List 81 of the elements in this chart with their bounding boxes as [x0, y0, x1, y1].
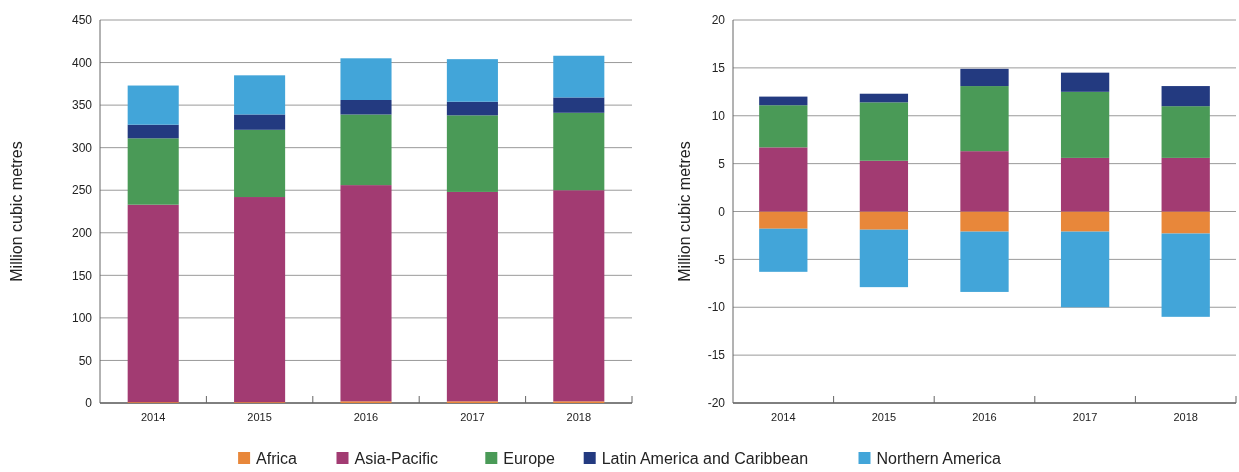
y-tick-label: 350	[71, 98, 93, 113]
bar	[234, 75, 286, 115]
bar	[1161, 211, 1210, 234]
bar	[759, 105, 808, 148]
bar	[960, 211, 1009, 232]
bar	[1060, 231, 1110, 308]
y-tick-label: -10	[707, 300, 726, 315]
y-tick-label: -20	[707, 396, 726, 411]
bar	[960, 86, 1009, 152]
bar	[553, 97, 605, 113]
legend-label: Northern America	[876, 449, 1002, 467]
bar	[859, 102, 909, 161]
y-tick-label: 50	[78, 353, 93, 368]
bar	[1060, 91, 1110, 158]
bar	[1060, 72, 1110, 92]
y-tick-label: 100	[71, 311, 93, 326]
bar	[234, 114, 286, 130]
x-tick-label: 2016	[353, 411, 379, 423]
bar	[859, 211, 909, 230]
x-tick-label: 2015	[247, 411, 272, 423]
bar	[127, 124, 179, 139]
x-tick-label: 2017	[460, 411, 485, 423]
y-tick-label: -5	[714, 252, 726, 267]
bar	[960, 151, 1009, 212]
bar	[1161, 233, 1210, 317]
bar	[340, 114, 392, 186]
y-tick-label: 200	[71, 225, 93, 240]
bar	[759, 228, 808, 272]
bar	[127, 138, 179, 205]
bar	[553, 190, 605, 402]
bar	[759, 96, 808, 106]
x-tick-label: 2016	[972, 411, 997, 423]
bar	[446, 115, 498, 192]
bar	[340, 100, 392, 115]
x-tick-label: 2018	[1173, 411, 1198, 423]
bar	[127, 85, 179, 125]
x-tick-label: 2015	[871, 411, 897, 423]
bar	[234, 129, 286, 198]
y-tick-label: 5	[718, 156, 726, 171]
bar	[1161, 86, 1210, 107]
y-tick-label: 150	[71, 268, 93, 283]
y-tick-label: 15	[711, 61, 726, 76]
legend-label: Europe	[503, 449, 555, 467]
y-axis-title: Million cubic metres	[8, 141, 25, 282]
bar	[1060, 157, 1110, 212]
bar	[759, 211, 808, 229]
bar	[340, 185, 392, 402]
bar	[340, 58, 392, 100]
bar	[553, 112, 605, 191]
legend-label: Asia-Pacific	[354, 449, 439, 467]
bar	[446, 101, 498, 116]
y-axis-title: Million cubic metres	[676, 141, 693, 282]
bar	[1161, 106, 1210, 158]
y-tick-label: 450	[71, 13, 93, 28]
y-tick-label: 0	[718, 204, 726, 219]
x-tick-label: 2014	[771, 411, 796, 423]
bar	[234, 197, 286, 403]
bar	[859, 93, 909, 103]
x-tick-label: 2018	[566, 411, 592, 423]
y-tick-label: 300	[71, 140, 93, 155]
bar	[960, 231, 1009, 292]
bar	[446, 191, 498, 402]
y-tick-label: 20	[711, 13, 726, 28]
bar	[446, 59, 498, 102]
bar	[127, 204, 179, 403]
x-tick-label: 2014	[140, 411, 166, 423]
y-tick-label: 250	[71, 183, 93, 198]
bar	[859, 229, 909, 288]
y-tick-label: 10	[711, 108, 726, 123]
bar	[859, 160, 909, 212]
x-tick-label: 2017	[1072, 411, 1098, 423]
bar	[960, 68, 1009, 87]
legend-label: Latin America and Caribbean	[601, 449, 809, 467]
y-tick-label: 0	[85, 396, 93, 411]
y-tick-label: 400	[71, 55, 93, 70]
y-tick-label: -15	[707, 348, 726, 363]
bar	[759, 147, 808, 212]
legend-label: Africa	[256, 449, 298, 467]
bar	[1161, 157, 1210, 212]
bar	[553, 55, 605, 98]
bar	[1060, 211, 1110, 232]
